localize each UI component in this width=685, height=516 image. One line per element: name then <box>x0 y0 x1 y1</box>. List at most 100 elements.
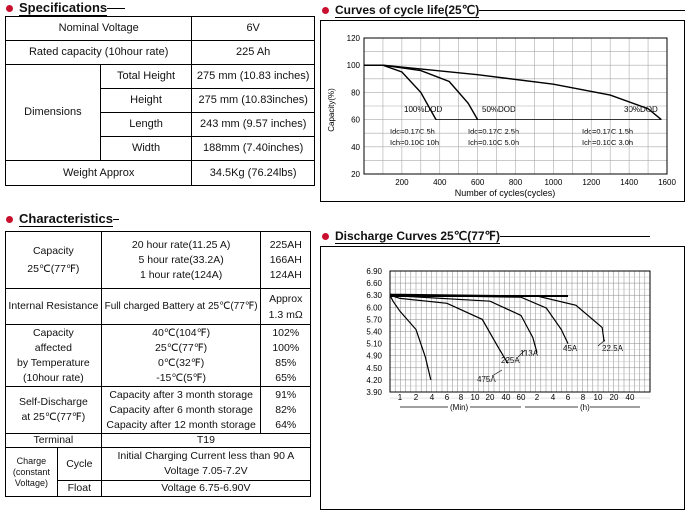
curve-label-30-dod: 30%DOD <box>624 105 658 114</box>
label-leader-475a <box>491 369 503 377</box>
discharge-chart: (Min) (h) 475A 225A 113A 45A 22.5A 6.90 6… <box>366 267 651 412</box>
cycle-curve-30-pct-dod <box>364 64 662 121</box>
x-tick-label: 2 <box>414 393 419 402</box>
total-height-label: Total Height <box>99 64 193 89</box>
y-tick-label: 6.90 <box>366 267 382 276</box>
capacity-label-line1: Capacity <box>32 244 74 257</box>
curve-label-225a: 225A <box>501 356 520 365</box>
self-discharge-row: Capacity after 12 month storage <box>100 417 262 434</box>
x-tick-label: 4 <box>551 393 556 402</box>
length-label: Length <box>99 112 193 137</box>
title-rule <box>107 7 126 9</box>
x-tick-label: 1400 <box>620 178 638 187</box>
discharge-header: Discharge Curves 25℃(77℉) <box>322 229 650 244</box>
x-tick-label: 20 <box>610 393 619 402</box>
total-height-value: 275 mm (10.83 inches) <box>191 64 315 89</box>
temperature-row: -15℃(5℉) <box>100 370 262 387</box>
chart-title: Curves of cycle life(25℃) <box>335 3 480 18</box>
temperature-row: 0℃(32℉) <box>100 355 262 371</box>
x-tick-label: 20 <box>486 393 495 402</box>
x-tick-label: 10 <box>471 393 480 402</box>
temperature-label-line2: affected <box>34 341 72 354</box>
note-30-discharge: Idc=0.17C 1.5h <box>582 127 633 136</box>
temperature-label-line3: by Temperature <box>16 356 90 369</box>
note-30-charge: Ich=0.10C 3.0h <box>582 138 633 147</box>
dimensions-label: Dimensions <box>5 64 101 161</box>
cycle-life-chart: Capacity(%) Number of cycles(cycles) 100… <box>327 34 676 198</box>
title-rule <box>112 218 119 220</box>
y-tick-label: 6.00 <box>366 303 382 312</box>
temperature-value: 100% <box>260 340 311 356</box>
title-rule <box>499 236 650 237</box>
x-tick-label: 40 <box>626 393 635 402</box>
title-rule <box>479 10 685 11</box>
x-tick-label: 1600 <box>658 178 676 187</box>
x-tick-label: 1200 <box>582 178 600 187</box>
self-discharge-label-line2: at 25℃(77℉) <box>21 411 86 423</box>
nominal-voltage-value: 6V <box>191 16 315 41</box>
y-tick-label: 120 <box>347 34 361 43</box>
x-tick-label: 6 <box>445 393 450 402</box>
self-discharge-row: Capacity after 3 month storage <box>100 386 262 403</box>
label-leader-45a <box>597 339 606 347</box>
x-tick-label: 1000 <box>544 178 562 187</box>
temperature-value: 85% <box>260 355 311 371</box>
weight-label: Weight Approx <box>4 160 193 186</box>
height-label: Height <box>99 88 193 113</box>
x-tick-label: 1 <box>398 393 403 402</box>
plot-border <box>389 270 651 393</box>
characteristics-header: Characteristics <box>6 211 119 227</box>
unit-minutes: (Min) <box>450 403 469 412</box>
y-tick-label: 20 <box>351 170 360 179</box>
y-axis-label: Capacity(%) <box>327 88 336 132</box>
capacity-rates: 20 hour rate(11.25 A) 5 hour rate(33.2A)… <box>100 231 262 289</box>
charge-label-line3: Voltage) <box>14 477 48 488</box>
charge-label: Charge (constant Voltage) <box>5 447 58 497</box>
capacity-label: Capacity 25℃(77℉) <box>5 231 102 289</box>
capacity-values: 225AH 166AH 124AH <box>260 231 311 289</box>
y-tick-label: 5.40 <box>366 328 382 337</box>
float-charge-value: Voltage 6.75-6.90V <box>100 480 312 497</box>
self-discharge-value: 82% <box>260 402 311 418</box>
x-tick-label: 2 <box>535 393 540 402</box>
capacity-rate-20h: 20 hour rate(11.25 A) <box>131 238 231 251</box>
internal-resistance-label: Internal Resistance <box>5 288 102 325</box>
self-discharge-label: Self-Discharge at 25℃(77℉) <box>5 386 102 434</box>
note-100-discharge: Idc=0.17C 5h <box>390 127 435 136</box>
y-tick-label: 100 <box>347 61 361 70</box>
label-leader-225a <box>517 349 526 358</box>
y-tick-label: 6.30 <box>366 291 382 300</box>
bullet-icon <box>6 215 13 223</box>
self-discharge-value: 64% <box>260 417 311 434</box>
height-value: 275 mm (10.83inches) <box>191 88 315 113</box>
width-value: 188mm (7.40inches) <box>191 136 315 161</box>
temperature-row: 40℃(104℉) <box>100 324 262 341</box>
discharge-curve-475a <box>389 294 432 381</box>
terminal-value: T19 <box>100 433 312 448</box>
cycle-charge-label: Cycle <box>56 447 102 481</box>
bullet-icon <box>322 233 329 240</box>
specifications-header: Specifications <box>6 0 126 16</box>
nominal-voltage-label: Nominal Voltage <box>4 16 193 41</box>
y-tick-label: 5.70 <box>366 315 382 324</box>
curve-label-100-dod: 100%DOD <box>404 105 442 114</box>
y-tick-label: 80 <box>351 88 360 97</box>
capacity-rate-5h: 5 hour rate(33.2A) <box>138 253 224 266</box>
temperature-label: Capacity affected by Temperature (10hour… <box>5 324 102 387</box>
discharge-curve-225a <box>389 294 509 364</box>
discharge-curve-22-5a <box>390 293 605 342</box>
section-title: Specifications <box>19 0 108 16</box>
capacity-rate-1h: 1 hour rate(124A) <box>139 268 223 281</box>
cycle-charge-current: Initial Charging Current less than 90 A <box>117 450 295 462</box>
plot-border <box>363 37 668 175</box>
self-discharge-label-line1: Self-Discharge <box>18 396 88 408</box>
cycle-charge-voltage: Voltage 7.05-7.2V <box>164 465 248 477</box>
curve-label-113a: 113A <box>520 349 539 358</box>
x-tick-label: 60 <box>517 393 526 402</box>
x-tick-label: 400 <box>433 178 447 187</box>
temperature-row: 25℃(77℉) <box>100 340 262 356</box>
characteristics-table: Capacity 25℃(77℉) 20 hour rate(11.25 A) … <box>5 231 312 497</box>
specifications-table: Nominal Voltage 6V Rated capacity (10hou… <box>4 16 315 186</box>
x-tick-label: 40 <box>502 393 511 402</box>
discharge-curve-45a <box>389 293 569 344</box>
